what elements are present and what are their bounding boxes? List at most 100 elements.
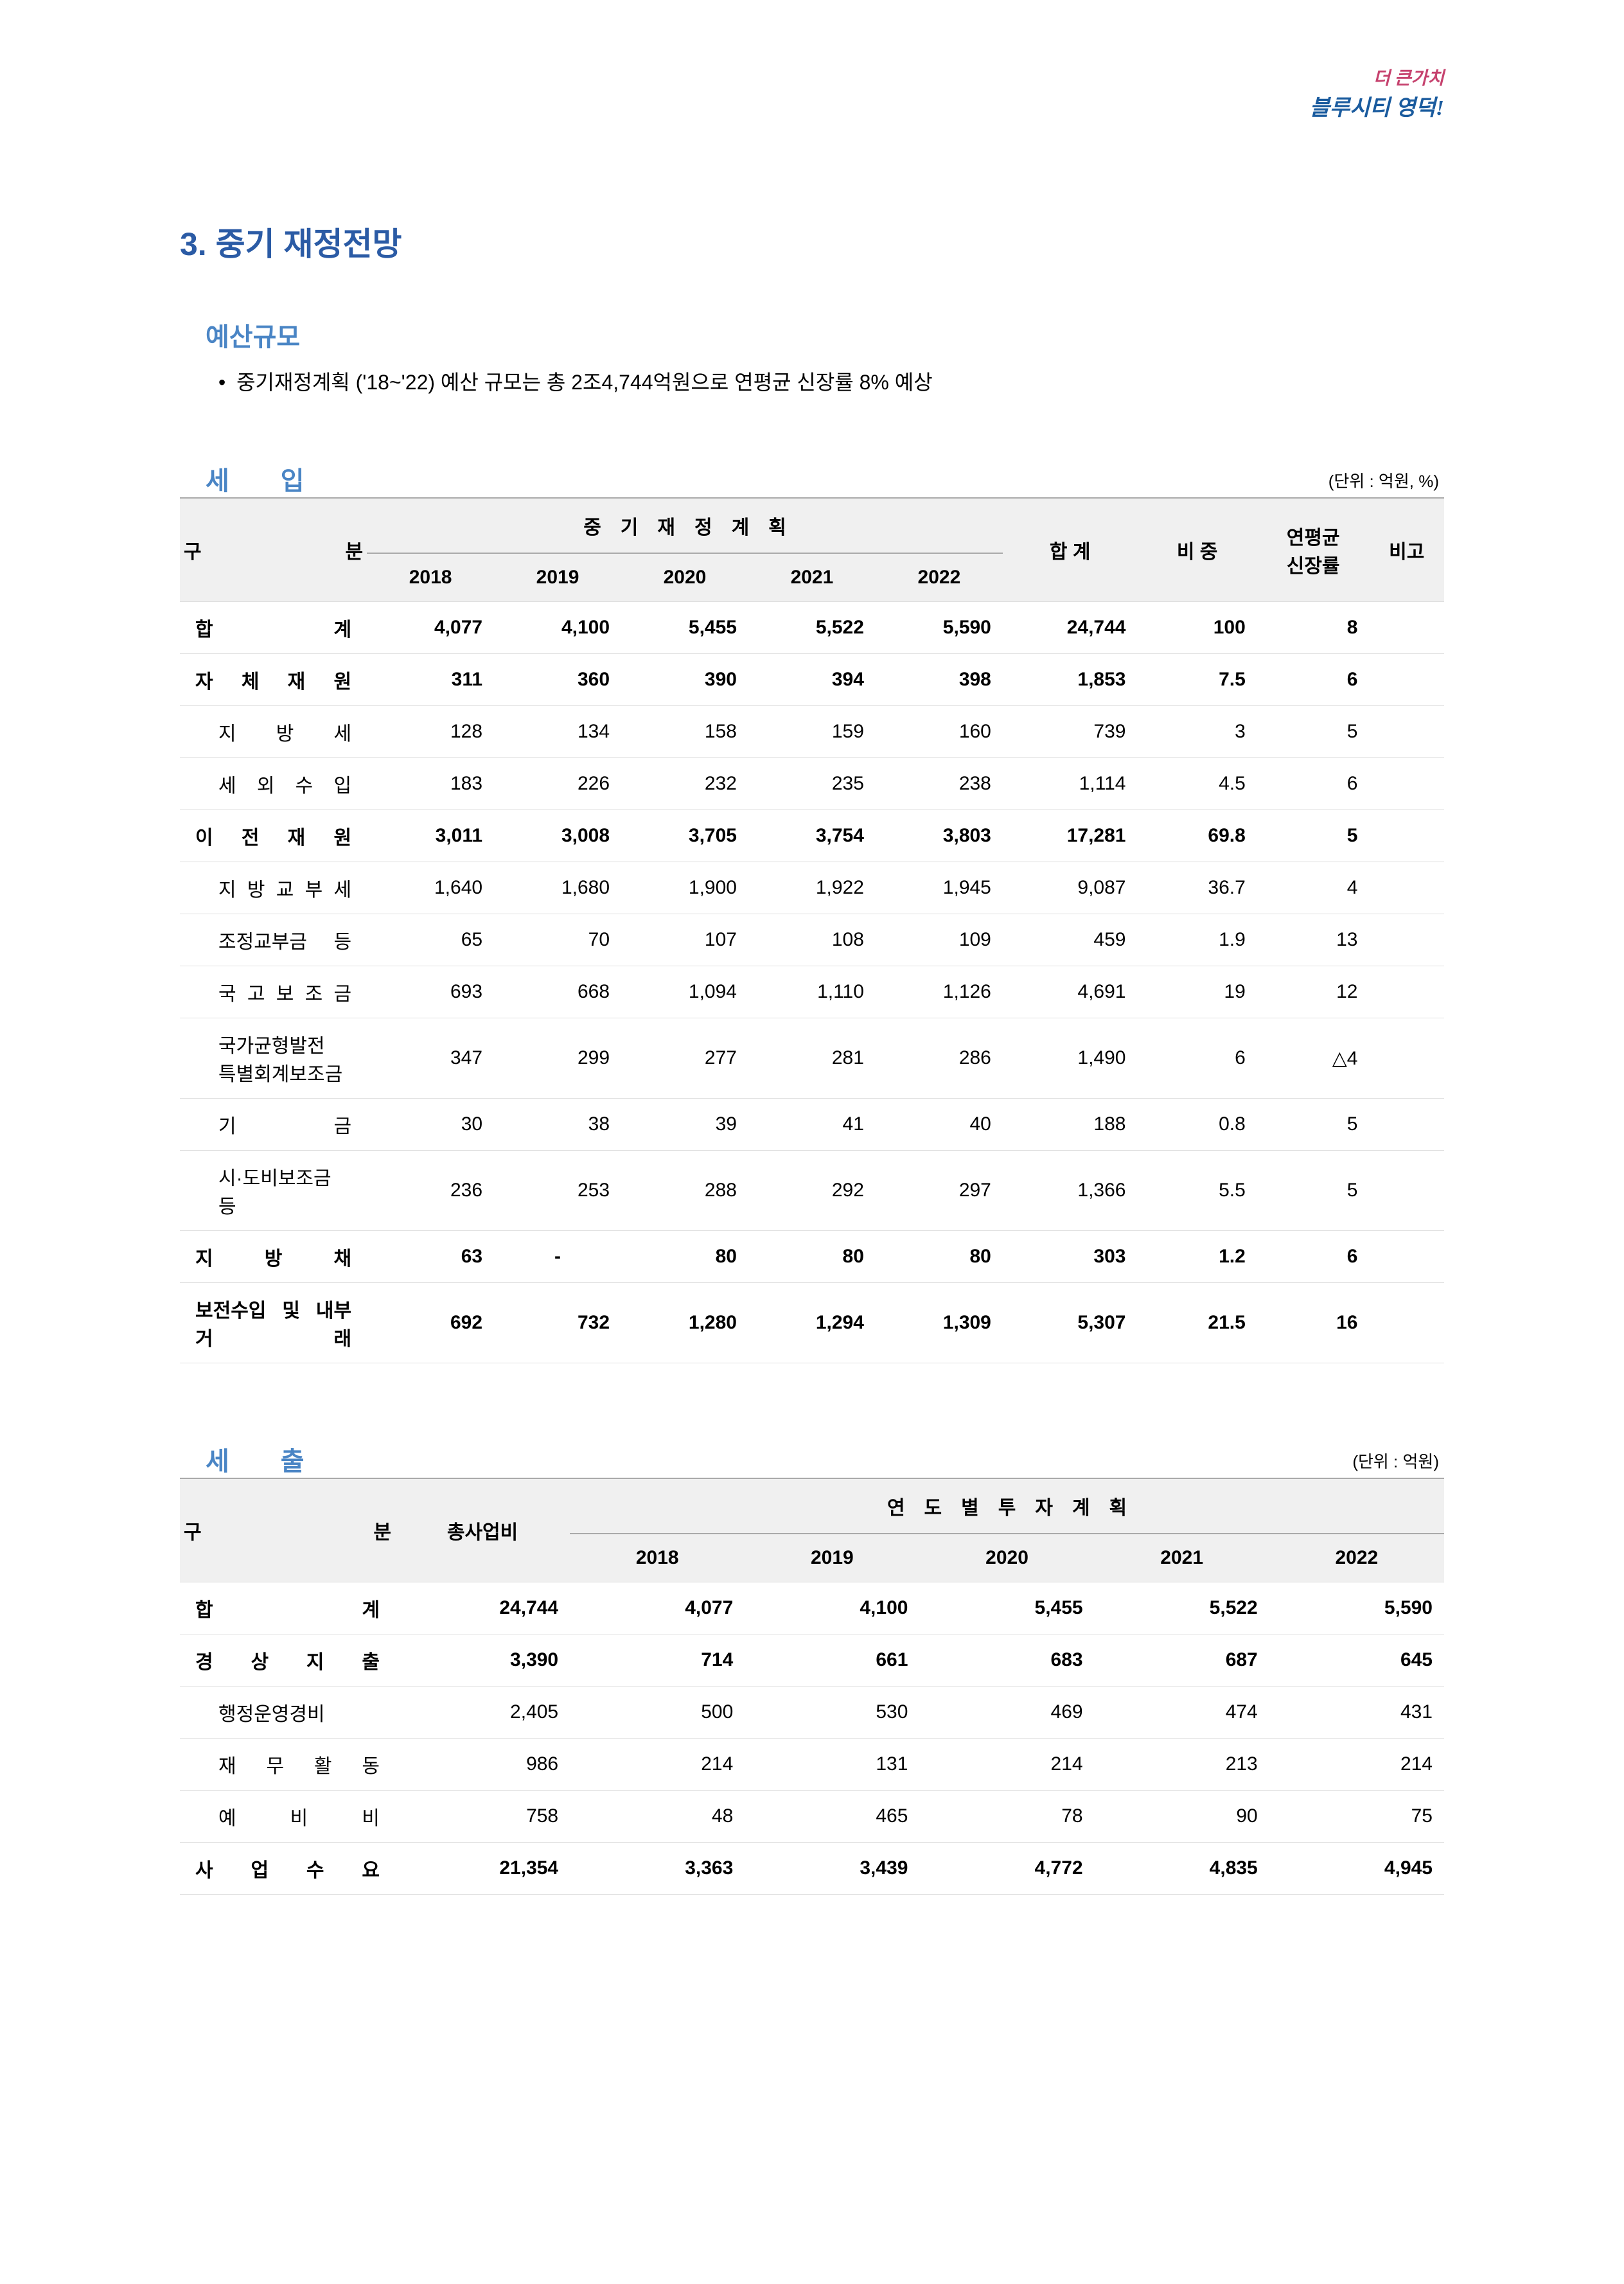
note-cell [1369, 654, 1444, 706]
value-cell: 3,705 [621, 810, 748, 862]
table-row: 시·도비보조금 등2362532882922971,3665.55 [180, 1151, 1444, 1231]
exp-th-year: 2018 [570, 1534, 745, 1582]
note-cell [1369, 758, 1444, 810]
value-cell: 297 [876, 1151, 1003, 1231]
total-cell: 2,405 [395, 1686, 570, 1739]
value-cell: 1,640 [367, 862, 494, 914]
value-cell: 4,100 [745, 1582, 919, 1634]
expenditure-table: 구 분 총사업비 연 도 별 투 자 계 획 2018 2019 2020 20… [180, 1478, 1444, 1895]
value-cell: 1,126 [876, 966, 1003, 1018]
note-cell [1369, 1151, 1444, 1231]
value-cell: 107 [621, 914, 748, 966]
ratio-cell: 69.8 [1137, 810, 1257, 862]
value-cell: 41 [748, 1099, 876, 1151]
table-row: 이 전 재 원3,0113,0083,7053,7543,80317,28169… [180, 810, 1444, 862]
growth-cell: 16 [1257, 1283, 1370, 1363]
row-category: 합 계 [180, 602, 367, 654]
value-cell: 3,363 [570, 1843, 745, 1895]
table-row: 사 업 수 요21,3543,3633,4394,7724,8354,945 [180, 1843, 1444, 1895]
value-cell: 1,309 [876, 1283, 1003, 1363]
exp-th-year: 2022 [1269, 1534, 1444, 1582]
rev-th-note: 비고 [1369, 498, 1444, 602]
brand-logo: 더 큰가치 블루시티 영덕! [1310, 64, 1444, 121]
rev-th-year: 2019 [494, 553, 621, 602]
table-row: 재 무 활 동986214131214213214 [180, 1739, 1444, 1791]
value-cell: 238 [876, 758, 1003, 810]
value-cell: 5,455 [919, 1582, 1094, 1634]
exp-th-total: 총사업비 [395, 1478, 570, 1582]
note-cell [1369, 914, 1444, 966]
table-row: 조정교부금 등65701071081094591.913 [180, 914, 1444, 966]
growth-cell: 5 [1257, 1151, 1370, 1231]
value-cell: 3,803 [876, 810, 1003, 862]
value-cell: 40 [876, 1099, 1003, 1151]
value-cell: 683 [919, 1634, 1094, 1686]
ratio-cell: 0.8 [1137, 1099, 1257, 1151]
value-cell: 4,772 [919, 1843, 1094, 1895]
growth-cell: 6 [1257, 1231, 1370, 1283]
value-cell: 390 [621, 654, 748, 706]
value-cell: 1,094 [621, 966, 748, 1018]
value-cell: 3,439 [745, 1843, 919, 1895]
brand-logo-line1: 더 큰가치 [1310, 64, 1444, 90]
note-cell [1369, 862, 1444, 914]
row-category: 지 방 세 [180, 706, 367, 758]
budget-scale-bullet: 중기재정계획 ('18~'22) 예산 규모는 총 2조4,744억원으로 연평… [218, 366, 1444, 396]
row-category: 세 외 수 입 [180, 758, 367, 810]
total-cell: 303 [1003, 1231, 1138, 1283]
row-category: 예 비 비 [180, 1791, 395, 1843]
value-cell: 70 [494, 914, 621, 966]
value-cell: - [494, 1231, 621, 1283]
value-cell: 1,922 [748, 862, 876, 914]
exp-th-year: 2021 [1095, 1534, 1269, 1582]
value-cell: 65 [367, 914, 494, 966]
row-category: 보전수입 및 내부 거 래 [180, 1283, 367, 1363]
value-cell: 134 [494, 706, 621, 758]
value-cell: 4,100 [494, 602, 621, 654]
growth-cell: 6 [1257, 758, 1370, 810]
exp-th-year: 2019 [745, 1534, 919, 1582]
total-cell: 1,114 [1003, 758, 1138, 810]
table-row: 행정운영경비2,405500530469474431 [180, 1686, 1444, 1739]
value-cell: 108 [748, 914, 876, 966]
value-cell: 311 [367, 654, 494, 706]
value-cell: 30 [367, 1099, 494, 1151]
rev-th-growth: 연평균 신장률 [1257, 498, 1370, 602]
value-cell: 39 [621, 1099, 748, 1151]
note-cell [1369, 706, 1444, 758]
rev-th-year: 2020 [621, 553, 748, 602]
value-cell: 5,522 [1095, 1582, 1269, 1634]
total-cell: 4,691 [1003, 966, 1138, 1018]
value-cell: 253 [494, 1151, 621, 1231]
value-cell: 213 [1095, 1739, 1269, 1791]
note-cell [1369, 1018, 1444, 1099]
value-cell: 668 [494, 966, 621, 1018]
value-cell: 128 [367, 706, 494, 758]
budget-scale-title: 예산규모 [206, 316, 1444, 353]
table-row: 합 계24,7444,0774,1005,4555,5225,590 [180, 1582, 1444, 1634]
rev-th-total: 합 계 [1003, 498, 1138, 602]
exp-th-category: 구 분 [180, 1478, 395, 1582]
value-cell: 5,590 [876, 602, 1003, 654]
value-cell: 693 [367, 966, 494, 1018]
value-cell: 78 [919, 1791, 1094, 1843]
value-cell: 1,110 [748, 966, 876, 1018]
ratio-cell: 7.5 [1137, 654, 1257, 706]
row-category: 기 금 [180, 1099, 367, 1151]
table-row: 자 체 재 원3113603903943981,8537.56 [180, 654, 1444, 706]
value-cell: 214 [1269, 1739, 1444, 1791]
note-cell [1369, 966, 1444, 1018]
revenue-title: 세 입 [206, 460, 304, 497]
growth-cell: 12 [1257, 966, 1370, 1018]
total-cell: 3,390 [395, 1634, 570, 1686]
revenue-table: 구 분 중 기 재 정 계 획 합 계 비 중 연평균 신장률 비고 2018 … [180, 497, 1444, 1363]
growth-cell: 8 [1257, 602, 1370, 654]
value-cell: 109 [876, 914, 1003, 966]
table-row: 지 방 채63-8080803031.26 [180, 1231, 1444, 1283]
growth-cell: 6 [1257, 654, 1370, 706]
value-cell: 692 [367, 1283, 494, 1363]
table-row: 경 상 지 출3,390714661683687645 [180, 1634, 1444, 1686]
value-cell: 277 [621, 1018, 748, 1099]
value-cell: 288 [621, 1151, 748, 1231]
value-cell: 183 [367, 758, 494, 810]
